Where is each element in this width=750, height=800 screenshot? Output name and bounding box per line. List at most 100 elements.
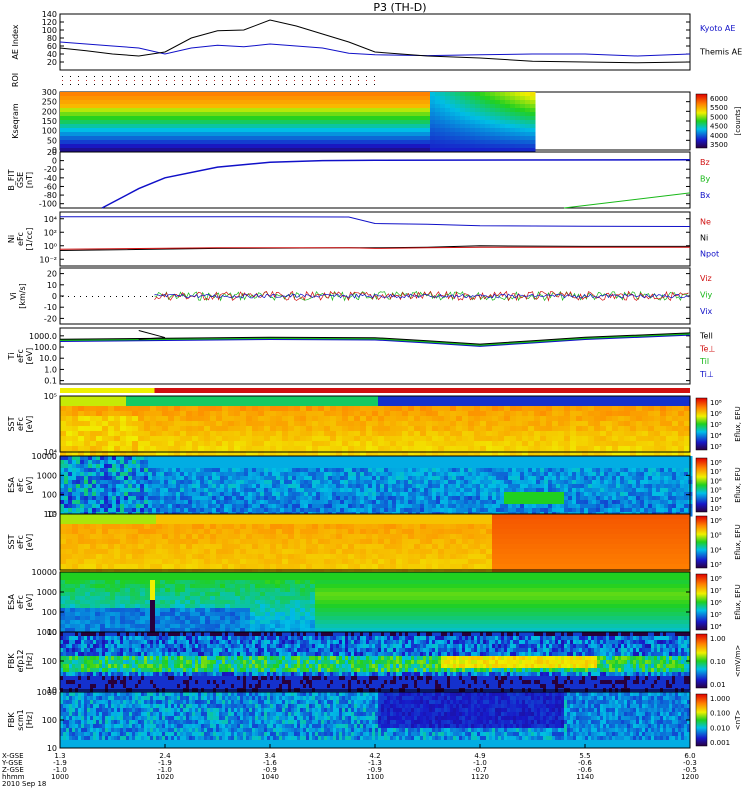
esa1-cell (140, 460, 145, 465)
esa1-cell (412, 472, 417, 477)
sst1-cell (126, 411, 133, 417)
esa1-cell (260, 496, 265, 501)
esa1-cell (276, 504, 281, 509)
sst1-cell (348, 431, 355, 437)
kp-cell (225, 92, 231, 97)
sst1-cell (138, 446, 145, 452)
sst1-cell (372, 436, 379, 442)
sst1-cell (486, 431, 493, 437)
esa1-cell (268, 508, 273, 513)
esa1-cell (324, 484, 329, 489)
kp-cell (225, 104, 231, 109)
esa1-cell (388, 488, 393, 493)
esa1-cell (296, 460, 301, 465)
sst1-cell (426, 441, 433, 447)
esa1-cell (488, 472, 493, 477)
esa1-cell (268, 496, 273, 501)
kp-cell (310, 92, 316, 97)
sst1-cell (534, 401, 541, 407)
kp-cell (340, 124, 346, 129)
kp-cell (120, 104, 126, 109)
kp-cell (415, 144, 421, 149)
kp-cell (400, 128, 406, 133)
ae-ytick-label: 40 (47, 50, 57, 59)
esa1-cell (308, 476, 313, 481)
sst1-cell (294, 446, 301, 452)
kp-cell (430, 92, 436, 97)
sst1-cell (150, 416, 157, 422)
sst1-cell (606, 421, 613, 427)
sst1-cell (618, 436, 625, 442)
esa1-cell (336, 496, 341, 501)
esa1-cell (164, 476, 169, 481)
kp-cell (425, 128, 431, 133)
sst1-cell (558, 401, 565, 407)
esa1-cell (592, 456, 597, 461)
ni-ylabel: eFc (16, 232, 25, 246)
kp-cell (365, 136, 371, 141)
sst1-cell (162, 446, 169, 452)
kp-cell (170, 100, 176, 105)
sst1-cell (390, 446, 397, 452)
esa1-cell (228, 456, 233, 461)
kp-cell (395, 116, 401, 121)
esa1-cell (504, 460, 509, 465)
sst1-cell (216, 406, 223, 412)
sst1-cell (324, 401, 331, 407)
kp-cell (405, 132, 411, 137)
esa1-cell (168, 488, 173, 493)
sst1-cell (246, 416, 253, 422)
kp-cell (305, 116, 311, 121)
esa1-cell (388, 464, 393, 469)
ni-series-line (60, 216, 691, 227)
esa1-cell (344, 460, 349, 465)
kp-cell (105, 144, 111, 149)
sst1-cell (390, 426, 397, 432)
esa1-cell (340, 496, 345, 501)
kp-cell (140, 112, 146, 117)
esa1-cell (444, 468, 449, 473)
sst1-cell (216, 446, 223, 452)
sst1-cell (204, 436, 211, 442)
sst1-cell (318, 406, 325, 412)
esa1-cell (572, 476, 577, 481)
sst1-cell (60, 446, 67, 452)
sst1-cell (258, 406, 265, 412)
kp-cell (125, 100, 131, 105)
kp-cell (215, 100, 221, 105)
esa1-cell (228, 460, 233, 465)
esa1-cell (284, 500, 289, 505)
esa1-cell (480, 508, 485, 513)
sst1-cell (378, 451, 385, 457)
esa1-cell (372, 484, 377, 489)
esa1-cell (64, 488, 69, 493)
esa1-cell (524, 464, 529, 469)
sst1-cell (606, 416, 613, 422)
sst1-cell (132, 411, 139, 417)
esa1-cell (64, 476, 69, 481)
kp-cell (335, 148, 341, 153)
esa1-cell (140, 468, 145, 473)
kp-cell (385, 96, 391, 101)
sst1-cell (348, 416, 355, 422)
sst1-cell (564, 411, 571, 417)
sst1-cell (588, 431, 595, 437)
kp-cell (465, 140, 471, 145)
esa1-cell (544, 500, 549, 505)
sst1-cell (288, 416, 295, 422)
sst1-cell (354, 451, 361, 457)
esa1-cell (112, 500, 117, 505)
ti-frame (59, 327, 691, 385)
esa1-cell (240, 508, 245, 513)
esa1-cell (508, 504, 513, 509)
esa1-cell (496, 504, 501, 509)
kp-cell (285, 112, 291, 117)
esa1-cell (216, 456, 221, 461)
ni-ylabel: [1/cc] (25, 228, 34, 251)
kp-cell (340, 120, 346, 125)
esa1-cell (176, 460, 181, 465)
kp-cell (60, 132, 66, 137)
sst1-cell (150, 451, 157, 457)
esa1-cell (84, 476, 89, 481)
kp-cell (505, 140, 511, 145)
